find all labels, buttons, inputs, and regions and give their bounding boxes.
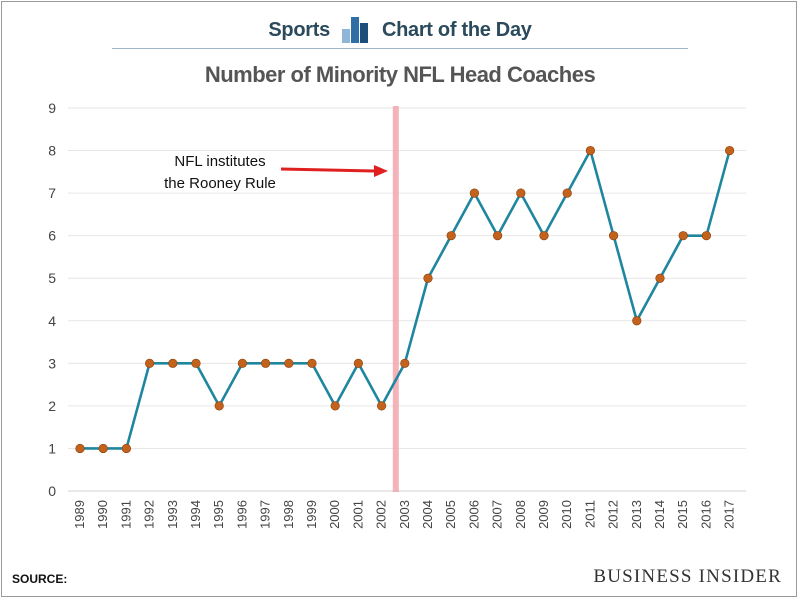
- data-point-2008: [516, 188, 526, 198]
- data-point-1996: [237, 358, 247, 368]
- bar-chart-logo-icon: [341, 17, 370, 43]
- x-tick-label-1992: 1992: [142, 500, 157, 529]
- y-tick-label-9: 9: [48, 100, 56, 116]
- x-tick-label-1999: 1999: [304, 500, 319, 529]
- y-tick-label-7: 7: [48, 185, 56, 201]
- gridlines: [68, 107, 746, 492]
- data-point-2006: [469, 188, 480, 198]
- x-tick-label-2015: 2015: [675, 500, 690, 529]
- series-line: [80, 149, 731, 450]
- x-tick-label-2014: 2014: [652, 500, 667, 529]
- x-tick-label-1997: 1997: [258, 500, 273, 529]
- data-point-2007: [493, 231, 503, 241]
- data-point-1999: [307, 358, 317, 368]
- y-tick-label-4: 4: [48, 313, 56, 329]
- x-tick-label-2005: 2005: [443, 500, 458, 529]
- chart-title: Number of Minority NFL Head Coaches: [204, 62, 596, 87]
- x-tick-label-1993: 1993: [165, 500, 180, 529]
- data-point-2003: [400, 358, 410, 368]
- x-tick-label-2002: 2002: [374, 500, 389, 529]
- y-tick-label-8: 8: [48, 143, 56, 159]
- x-tick-label-1998: 1998: [281, 500, 296, 529]
- y-tick-label-5: 5: [48, 270, 56, 286]
- y-axis-ticks: 0 1 2 3 4 5 6 7 8 9: [48, 100, 56, 499]
- y-tick-label-0: 0: [48, 483, 56, 499]
- x-tick-label-1989: 1989: [72, 500, 87, 529]
- data-point-1991: [121, 443, 131, 454]
- annotation-text-line-2: the Rooney Rule: [164, 175, 276, 192]
- data-point-2015: [678, 231, 688, 241]
- rooney-rule-band: [392, 106, 399, 492]
- data-point-2010: [562, 188, 572, 198]
- data-point-2004: [423, 273, 433, 283]
- x-tick-label-1995: 1995: [211, 500, 226, 529]
- annotation: NFL institutes the Rooney Rule: [164, 153, 388, 192]
- data-point-2001: [353, 358, 364, 368]
- y-tick-label-2: 2: [48, 398, 56, 414]
- x-tick-label-2001: 2001: [350, 500, 365, 529]
- data-point-1995: [214, 401, 224, 411]
- x-tick-label-1996: 1996: [234, 500, 249, 529]
- x-tick-label-1994: 1994: [188, 500, 203, 529]
- x-tick-label-2017: 2017: [722, 500, 737, 529]
- data-point-2005: [446, 231, 456, 241]
- data-point-2017: [724, 145, 735, 156]
- annotation-arrow-head-icon: [374, 165, 388, 177]
- header-chart-of-the-day-label: Chart of the Day: [381, 18, 532, 41]
- y-tick-label-6: 6: [48, 228, 56, 244]
- series-minority-coaches: [75, 145, 735, 454]
- data-point-1990: [98, 443, 108, 454]
- x-tick-label-2016: 2016: [698, 500, 713, 529]
- data-point-1989: [75, 443, 85, 454]
- x-tick-label-2013: 2013: [629, 500, 644, 529]
- header-divider: [112, 48, 688, 49]
- data-point-1992: [145, 358, 155, 368]
- x-tick-label-2007: 2007: [490, 500, 505, 529]
- x-tick-label-2012: 2012: [606, 500, 621, 529]
- x-tick-label-2004: 2004: [420, 500, 435, 529]
- source-label: SOURCE:: [12, 572, 68, 586]
- business-insider-logo: BUSINESS INSIDER: [593, 566, 782, 587]
- x-tick-label-2010: 2010: [559, 500, 574, 529]
- x-axis-ticks: 1989 1990 1991 1992 1993 1994 1995 1996 1997 1998…: [72, 500, 737, 529]
- data-point-1994: [191, 358, 201, 368]
- header-sports-label: Sports: [268, 18, 330, 41]
- data-point-1998: [284, 358, 294, 368]
- x-tick-label-1991: 1991: [118, 500, 133, 529]
- x-tick-label-1990: 1990: [95, 500, 110, 529]
- y-tick-label-1: 1: [48, 440, 56, 456]
- x-tick-label-2000: 2000: [327, 500, 342, 529]
- chart-of-the-day-header: Sports Chart of the Day: [0, 12, 800, 48]
- annotation-text-line-1: NFL institutes: [174, 153, 265, 170]
- data-point-2016: [701, 231, 712, 241]
- data-point-2012: [608, 231, 619, 241]
- x-tick-label-2009: 2009: [536, 500, 551, 529]
- data-point-2014: [655, 273, 665, 283]
- data-point-2013: [632, 316, 642, 326]
- y-tick-label-3: 3: [48, 355, 56, 371]
- data-point-1993: [168, 358, 178, 368]
- annotation-arrow-shaft: [280, 167, 375, 173]
- data-point-2002: [377, 401, 387, 411]
- x-tick-label-2008: 2008: [513, 500, 528, 529]
- x-tick-label-2006: 2006: [466, 500, 481, 529]
- rooney-rule-marker: [392, 106, 399, 492]
- x-tick-label-2011: 2011: [582, 500, 597, 528]
- x-tick-label-2003: 2003: [397, 500, 412, 529]
- data-point-2000: [330, 401, 340, 411]
- data-point-2011: [585, 145, 596, 156]
- data-point-2009: [539, 231, 549, 241]
- data-point-1997: [261, 358, 271, 368]
